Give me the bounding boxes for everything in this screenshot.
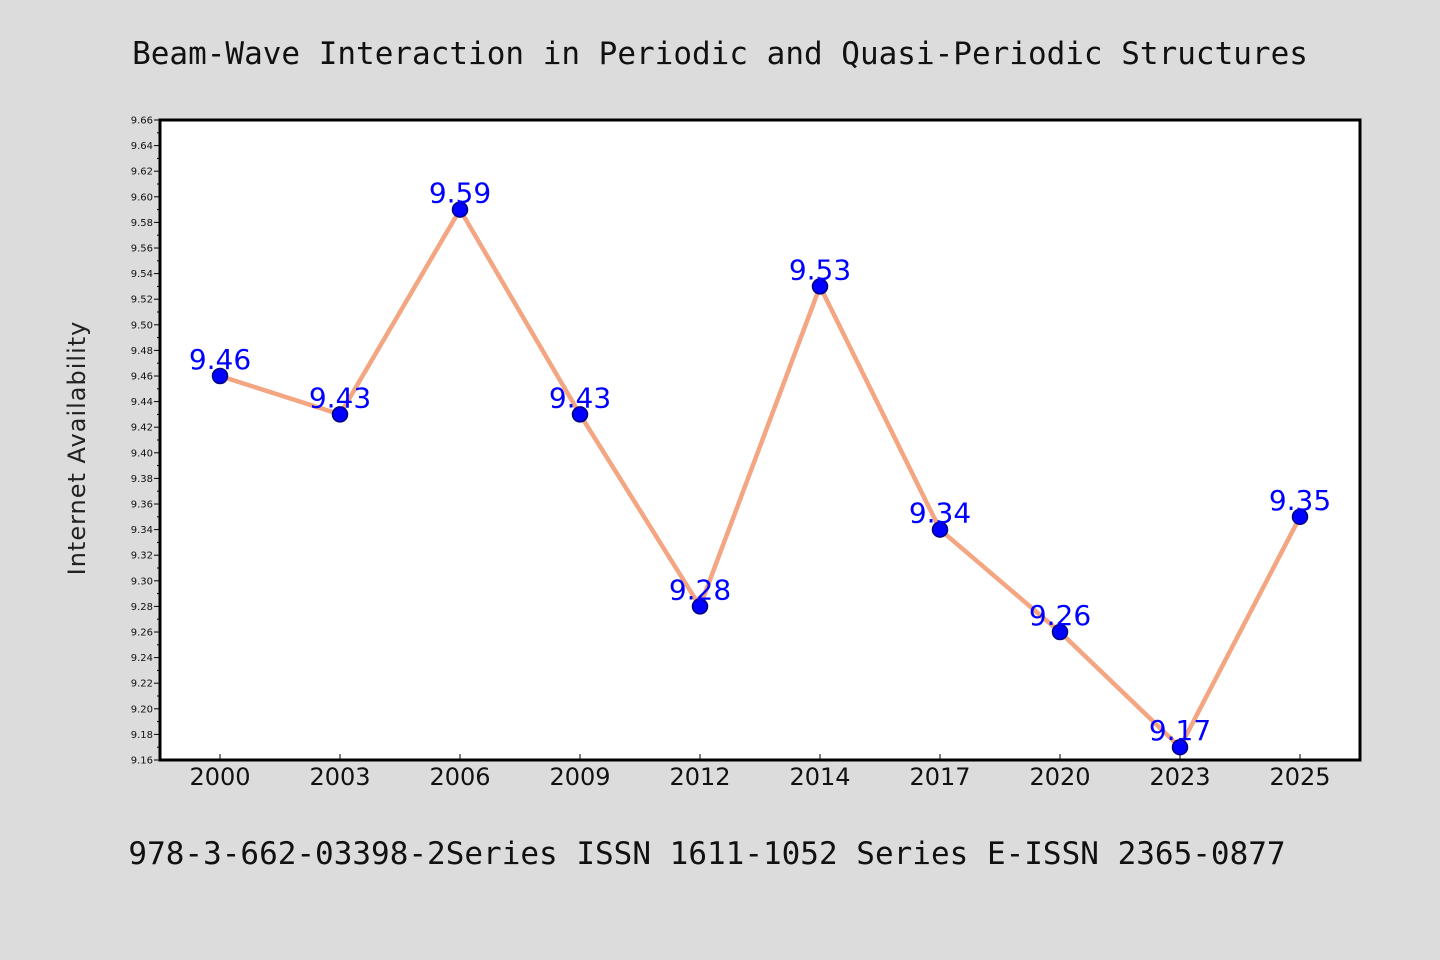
footer-text: 978-3-662-03398-2Series ISSN 1611-1052 S… [128, 836, 1285, 872]
y-tick-label: 9.50 [131, 320, 153, 331]
chart-title: Beam-Wave Interaction in Periodic and Qu… [132, 36, 1308, 72]
series-line [217, 207, 1303, 750]
data-point [1291, 508, 1309, 526]
y-axis-label: Internet Availability [63, 321, 91, 576]
y-tick-label: 9.44 [131, 397, 153, 408]
data-label: 9.59 [429, 177, 491, 210]
y-tick-label: 9.20 [131, 704, 153, 715]
y-tick-label: 9.60 [131, 192, 153, 203]
x-tick-label: 2003 [309, 763, 370, 791]
data-point [451, 201, 469, 218]
y-axis-ticks: 9.16 9.18 9.20 9.22 9.24 9.26 9.28 9.30 9.32 9.34… [131, 116, 160, 767]
data-point [811, 278, 829, 295]
x-tick-label: 2025 [1269, 763, 1330, 791]
x-tick-label: 2020 [1029, 763, 1090, 791]
y-tick-label: 9.64 [131, 141, 153, 152]
y-tick-label: 9.46 [131, 372, 153, 383]
data-label: 9.35 [1269, 484, 1331, 517]
x-tick-label: 2017 [909, 763, 970, 791]
y-tick-label: 9.26 [131, 628, 153, 639]
y-tick-label: 9.28 [131, 602, 153, 613]
y-tick-label: 9.34 [131, 525, 153, 536]
x-tick-label: 2000 [189, 763, 250, 791]
data-point [1171, 738, 1189, 756]
x-tick-label: 2023 [1149, 763, 1210, 791]
data-point [691, 598, 709, 615]
x-tick-label: 2009 [549, 763, 610, 791]
x-tick-label: 2006 [429, 763, 490, 791]
y-tick-label: 9.62 [131, 167, 153, 178]
y-tick-label: 9.42 [131, 423, 153, 434]
data-point [211, 367, 229, 385]
y-tick-label: 9.58 [131, 218, 153, 229]
data-label: 9.28 [669, 573, 731, 606]
y-tick-label: 9.38 [131, 474, 153, 485]
y-tick-label: 9.36 [131, 500, 153, 511]
y-tick-label: 9.22 [131, 679, 153, 690]
y-tick-label: 9.32 [131, 551, 153, 562]
data-label: 9.34 [909, 497, 971, 530]
data-label: 9.46 [189, 343, 251, 376]
data-point [931, 521, 949, 538]
y-tick-label: 9.54 [131, 269, 153, 280]
data-label: 9.53 [789, 253, 851, 286]
data-point [331, 406, 349, 423]
y-tick-label: 9.48 [131, 346, 153, 357]
x-tick-label: 2012 [669, 763, 730, 791]
x-tick-label: 2014 [789, 763, 850, 791]
y-tick-label: 9.18 [131, 730, 153, 741]
data-label: 9.17 [1149, 714, 1211, 747]
y-tick-label: 9.40 [131, 448, 153, 459]
y-tick-label: 9.56 [131, 244, 153, 255]
data-point [1051, 623, 1069, 641]
data-labels-group: 9.46 9.43 9.59 9.43 9.28 9.53 9.34 9.26 9.17 9.35 [189, 177, 1331, 748]
series-group [211, 201, 1309, 756]
data-point [571, 406, 589, 423]
y-tick-label: 9.66 [131, 116, 153, 127]
x-axis-ticks: 2000 2003 2006 2009 2012 2014 2017 2020 2023 2025 [189, 754, 1331, 791]
data-label: 9.26 [1029, 599, 1091, 632]
y-tick-label: 9.52 [131, 295, 153, 306]
y-tick-label: 9.30 [131, 576, 153, 587]
y-tick-label: 9.16 [131, 756, 153, 767]
data-label: 9.43 [549, 381, 611, 414]
data-label: 9.43 [309, 381, 371, 414]
y-tick-label: 9.24 [131, 653, 153, 664]
